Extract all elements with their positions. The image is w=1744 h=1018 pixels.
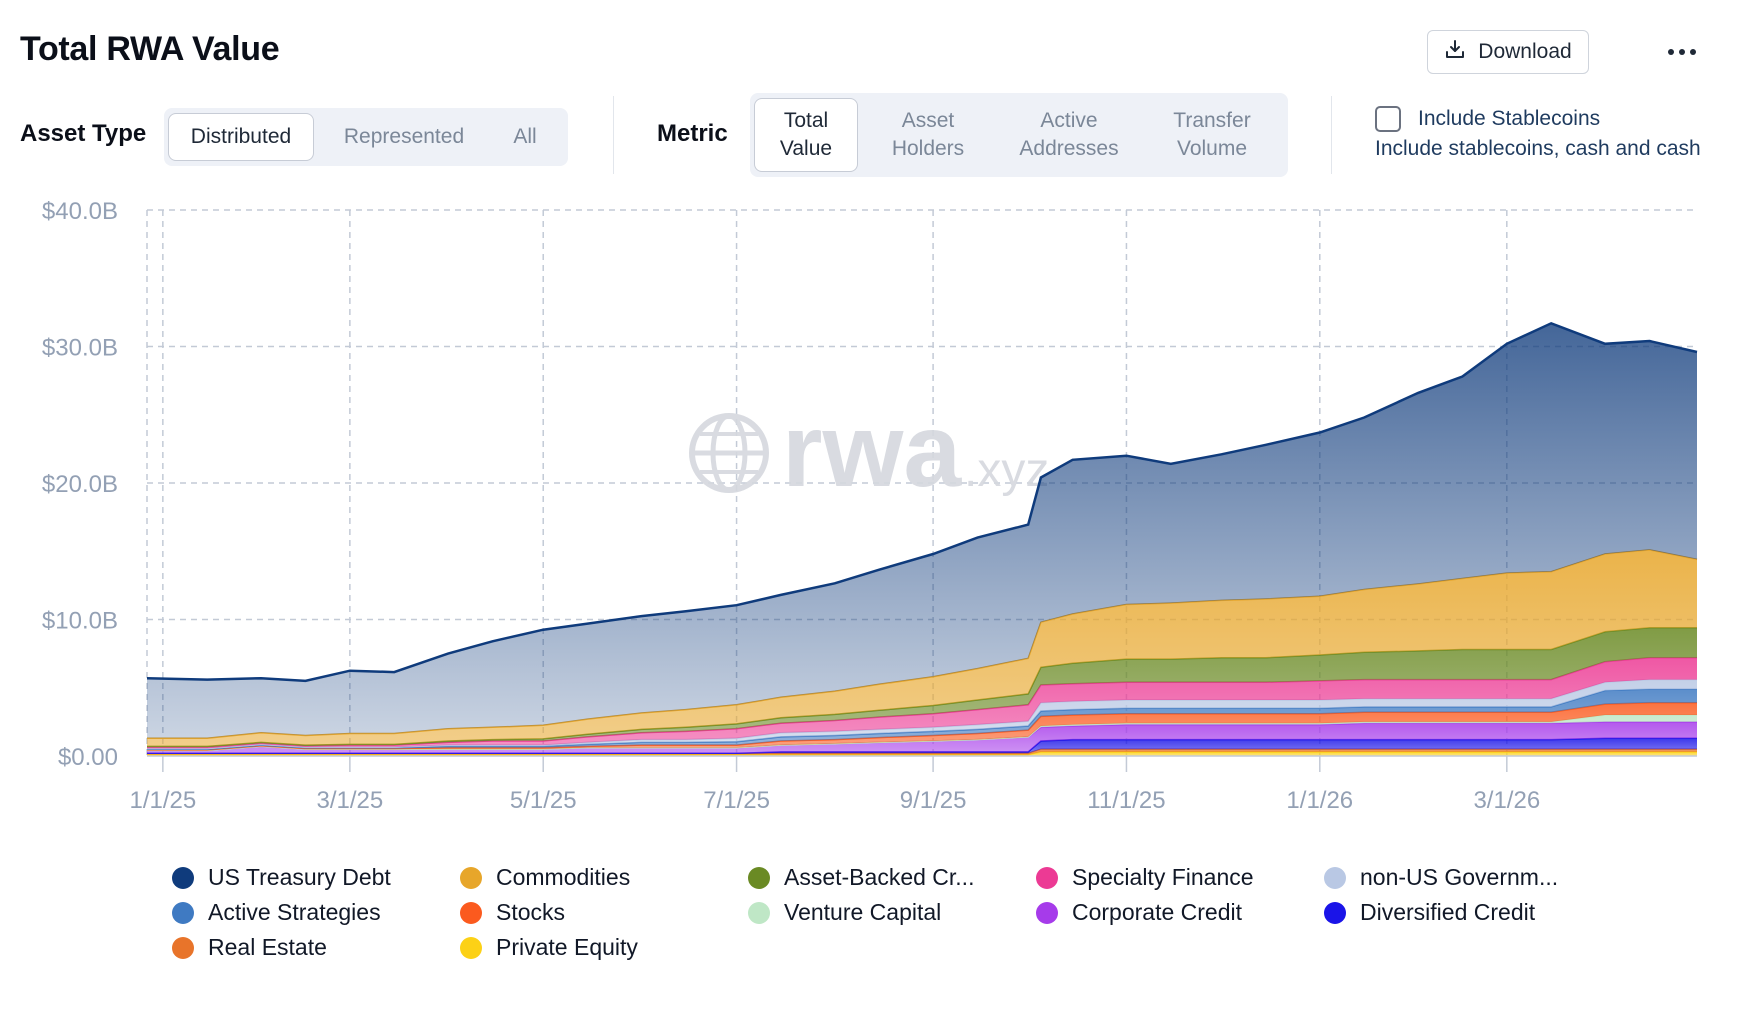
download-label: Download: [1478, 40, 1572, 63]
x-tick-label: 1/1/25: [129, 787, 196, 814]
area-asset-backed-credit: [147, 627, 1697, 748]
legend-item[interactable]: US Treasury Debt: [172, 864, 460, 891]
area-stocks: [147, 702, 1697, 751]
legend-swatch: [172, 901, 194, 924]
metric-active-addresses[interactable]: Active Addresses: [1019, 109, 1119, 160]
legend-item[interactable]: Corporate Credit: [1036, 899, 1324, 926]
area-commodities: [147, 549, 1697, 747]
legend-swatch: [1036, 901, 1058, 924]
legend-item[interactable]: Stocks: [460, 899, 748, 926]
x-tick-label: 3/1/25: [316, 787, 383, 814]
legend-label: non-US Governm...: [1360, 864, 1559, 890]
y-tick-label: $0.00: [58, 744, 118, 771]
legend-swatch: [748, 901, 770, 924]
y-tick-label: $40.0B: [42, 198, 118, 225]
legend-label: Corporate Credit: [1072, 899, 1243, 925]
legend-label: Stocks: [496, 899, 566, 925]
legend-item[interactable]: Active Strategies: [172, 899, 460, 926]
legend-label: Active Strategies: [208, 899, 381, 925]
legend-item[interactable]: Asset-Backed Cr...: [748, 864, 1036, 891]
divider: [1331, 96, 1332, 174]
legend-label: Diversified Credit: [1360, 899, 1536, 925]
y-tick-label: $10.0B: [42, 608, 118, 635]
x-tick-label: 7/1/25: [703, 787, 770, 814]
legend-label: US Treasury Debt: [208, 864, 391, 890]
include-stablecoins-label[interactable]: Include Stablecoins: [1418, 107, 1601, 130]
watermark-suffix: .xyz: [964, 444, 1049, 497]
legend-label: Private Equity: [496, 934, 638, 960]
legend-label: Specialty Finance: [1072, 864, 1254, 890]
include-stablecoins-checkbox[interactable]: [1375, 106, 1401, 132]
legend-label: Venture Capital: [784, 899, 942, 925]
download-icon: [1444, 38, 1466, 66]
metric-transfer-volume[interactable]: Transfer Volume: [1173, 109, 1251, 160]
legend-swatch: [172, 866, 194, 889]
asset-type-label: Asset Type: [20, 120, 147, 147]
legend-item[interactable]: non-US Governm...: [1324, 864, 1584, 891]
area-corporate-credit: [147, 721, 1697, 754]
legend-swatch: [460, 866, 482, 889]
area-diversified-credit: [147, 738, 1697, 754]
legend-swatch: [172, 936, 194, 959]
y-tick-label: $20.0B: [42, 471, 118, 498]
x-tick-label: 3/1/26: [1473, 787, 1540, 814]
legend-item[interactable]: Commodities: [460, 864, 748, 891]
divider: [613, 96, 614, 174]
watermark-logo: rwa .xyz: [689, 393, 1049, 509]
metric-total-value[interactable]: Total Value: [754, 98, 858, 172]
asset-type-toggle: Distributed Represented All: [164, 108, 568, 166]
legend-label: Commodities: [496, 864, 631, 890]
x-tick-label: 9/1/25: [900, 787, 967, 814]
legend-swatch: [460, 901, 482, 924]
legend-swatch: [1036, 866, 1058, 889]
asset-type-all[interactable]: All: [513, 125, 537, 148]
legend-item[interactable]: Venture Capital: [748, 899, 1036, 926]
page-title: Total RWA Value: [20, 30, 280, 68]
legend-item[interactable]: Private Equity: [460, 934, 748, 961]
chart-legend: US Treasury Debt Commodities Asset-Backed …: [172, 864, 1584, 961]
legend-swatch: [748, 866, 770, 889]
watermark-text: rwa: [782, 393, 962, 509]
area-real-estate: [147, 749, 1697, 755]
stacked-area-chart: rwa .xyz $0.00 $10.0B $20.0B $30.0B $40.0B 1/…: [42, 198, 1698, 814]
x-tick-label: 1/1/26: [1286, 787, 1353, 814]
legend-label: Real Estate: [208, 934, 327, 960]
legend-label: Asset-Backed Cr...: [784, 864, 975, 890]
more-options-icon[interactable]: [1660, 34, 1704, 70]
metric-asset-holders[interactable]: Asset Holders: [891, 109, 965, 160]
line-us-treasury-debt: [146, 321, 1698, 683]
download-button[interactable]: Download: [1427, 30, 1589, 74]
x-tick-label: 11/1/25: [1087, 787, 1165, 814]
legend-swatch: [1324, 901, 1346, 924]
legend-item[interactable]: Diversified Credit: [1324, 899, 1584, 926]
y-tick-label: $30.0B: [42, 335, 118, 362]
area-us-treasury-debt: [147, 323, 1697, 739]
metric-toggle: Total Value Asset Holders Active Address…: [750, 93, 1288, 177]
asset-type-distributed[interactable]: Distributed: [168, 113, 314, 161]
legend-item[interactable]: Specialty Finance: [1036, 864, 1324, 891]
legend-swatch: [460, 936, 482, 959]
include-stablecoins-description: Include stablecoins, cash and cash: [1375, 137, 1701, 160]
metric-label: Metric: [657, 120, 728, 147]
legend-item[interactable]: Real Estate: [172, 934, 460, 961]
x-tick-label: 5/1/25: [510, 787, 577, 814]
legend-swatch: [1324, 866, 1346, 889]
asset-type-represented[interactable]: Represented: [343, 125, 465, 148]
